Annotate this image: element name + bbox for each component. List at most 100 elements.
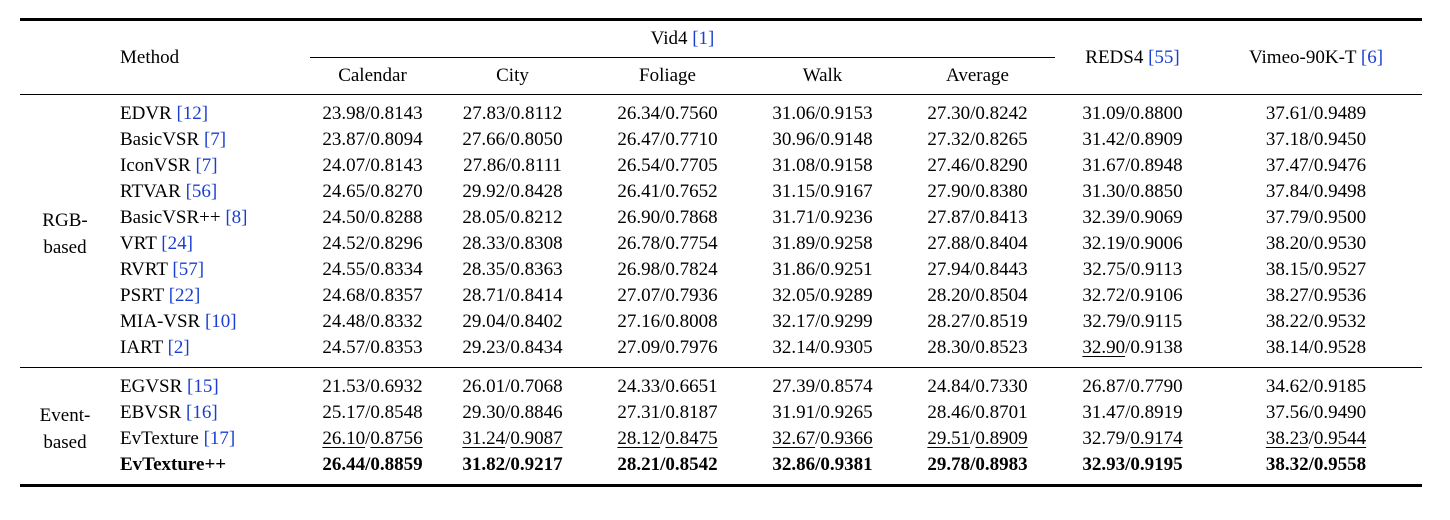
vimeo-citation[interactable]: [6] — [1360, 46, 1384, 68]
method-name-cell: EBVSR [16] — [110, 400, 310, 426]
metric-value: 32.17/0.9299 — [772, 311, 873, 332]
metric-cell: 27.94/0.8443 — [900, 257, 1055, 283]
method-name: BasicVSR++ — [120, 207, 221, 228]
metric-cell: 31.67/0.8948 — [1055, 153, 1210, 179]
comparison-table: Method Vid4 [1] REDS4 [55] Vimeo-90K-T [… — [20, 18, 1423, 487]
metric-cell: 27.32/0.8265 — [900, 127, 1055, 153]
metric-value: 32.67/0.9366 — [772, 428, 873, 449]
vid4-subcol-foliage: Foliage — [590, 57, 745, 95]
metric-value: 31.71/0.9236 — [772, 207, 873, 228]
metric-value: 28.21/0.8542 — [617, 454, 718, 475]
metric-cell: 29.78/0.8983 — [900, 452, 1055, 486]
metric-cell: 26.47/0.7710 — [590, 127, 745, 153]
metric-value: 32.93/0.9195 — [1082, 454, 1183, 475]
metric-value: 27.90/0.8380 — [927, 181, 1028, 202]
metric-cell: 32.75/0.9113 — [1055, 257, 1210, 283]
metric-cell: 31.82/0.9217 — [435, 452, 590, 486]
metric-value: 38.15/0.9527 — [1265, 259, 1367, 280]
table-row: BasicVSR [7] 23.87/0.8094 27.66/0.8050 26.4… — [20, 127, 1422, 153]
method-citation[interactable]: [12] — [176, 103, 209, 124]
metric-value: 32.05/0.9289 — [772, 285, 873, 306]
metric-cell: 32.72/0.9106 — [1055, 283, 1210, 309]
reds4-label: REDS4 — [1085, 46, 1144, 68]
metric-cell: 32.14/0.9305 — [745, 335, 900, 368]
method-name-cell: PSRT [22] — [110, 283, 310, 309]
method-citation[interactable]: [2] — [167, 337, 190, 358]
metric-cell: 31.89/0.9258 — [745, 231, 900, 257]
metric-cell: 34.62/0.9185 — [1210, 368, 1422, 401]
metric-cell: 38.27/0.9536 — [1210, 283, 1422, 309]
group-label-line1: RGB- — [42, 210, 88, 231]
metric-value: 34.62/0.9185 — [1265, 376, 1367, 397]
metric-value: 31.42/0.8909 — [1082, 129, 1183, 150]
metric-value: 38.32/0.9558 — [1265, 454, 1367, 475]
metric-cell: 31.91/0.9265 — [745, 400, 900, 426]
vid4-label: Vid4 — [650, 28, 688, 49]
metric-value: 30.96/0.9148 — [772, 129, 873, 150]
table-row: PSRT [22] 24.68/0.8357 28.71/0.8414 27.07/0… — [20, 283, 1422, 309]
method-citation[interactable]: [24] — [161, 233, 193, 254]
metric-cell: 37.61/0.9489 — [1210, 95, 1422, 128]
metric-cell: 31.06/0.9153 — [745, 95, 900, 128]
metric-value: 29.78/0.8983 — [927, 454, 1028, 475]
metric-value: 38.14/0.9528 — [1265, 337, 1367, 358]
metric-value: 31.15/0.9167 — [772, 181, 873, 202]
metric-cell: 23.87/0.8094 — [310, 127, 435, 153]
metric-value: 31.89/0.9258 — [772, 233, 873, 254]
metric-cell: 28.46/0.8701 — [900, 400, 1055, 426]
method-name-cell: IART [2] — [110, 335, 310, 368]
metric-value: 27.30/0.8242 — [927, 103, 1028, 124]
metric-cell: 27.87/0.8413 — [900, 205, 1055, 231]
vid4-citation[interactable]: [1] — [692, 28, 715, 49]
reds4-citation[interactable]: [55] — [1148, 46, 1180, 68]
table-row: RVRT [57] 24.55/0.8334 28.35/0.8363 26.98/0… — [20, 257, 1422, 283]
metric-cell: 37.47/0.9476 — [1210, 153, 1422, 179]
metric-value: 24.50/0.8288 — [322, 207, 423, 228]
method-citation[interactable]: [22] — [168, 285, 201, 306]
method-citation[interactable]: [8] — [225, 207, 248, 228]
metric-value: 24.55/0.8334 — [322, 259, 423, 280]
method-citation[interactable]: [56] — [185, 181, 218, 202]
table-row: MIA-VSR [10] 24.48/0.8332 29.04/0.8402 27.1… — [20, 309, 1422, 335]
metric-cell: 26.10/0.8756 — [310, 426, 435, 452]
metric-value: 31.47/0.8919 — [1082, 402, 1183, 423]
method-citation[interactable]: [15] — [187, 376, 219, 397]
metric-value: 38.22/0.9532 — [1265, 311, 1367, 332]
metric-value: 26.98/0.7824 — [617, 259, 718, 280]
method-citation[interactable]: [10] — [204, 311, 237, 332]
method-citation[interactable]: [17] — [203, 428, 236, 449]
metric-cell: 24.57/0.8353 — [310, 335, 435, 368]
method-citation[interactable]: [7] — [195, 155, 218, 176]
metric-value: 29.04/0.8402 — [462, 311, 563, 332]
table-row: Event-based EGVSR [15] 21.53/0.6932 26.01/0… — [20, 368, 1422, 453]
method-citation[interactable]: [16] — [186, 402, 218, 423]
method-header: Method — [110, 19, 310, 95]
metric-cell: 38.20/0.9530 — [1210, 231, 1422, 257]
metric-cell: 24.55/0.8334 — [310, 257, 435, 283]
metric-cell: 30.96/0.9148 — [745, 127, 900, 153]
metric-value: 32.79/0.9174 — [1082, 428, 1183, 449]
metric-cell: 37.56/0.9490 — [1210, 400, 1422, 426]
method-citation[interactable]: [7] — [203, 129, 227, 150]
metric-value: 26.54/0.7705 — [617, 155, 718, 176]
metric-cell: 31.86/0.9251 — [745, 257, 900, 283]
vid4-subcol-average: Average — [900, 57, 1056, 95]
method-name-cell: MIA-VSR [10] — [110, 309, 310, 335]
metric-value: 27.66/0.8050 — [462, 129, 563, 150]
metric-value: 26.47/0.7710 — [617, 129, 718, 150]
metric-cell: 37.79/0.9500 — [1210, 205, 1422, 231]
metric-cell: 37.18/0.9450 — [1210, 127, 1422, 153]
table-row: RTVAR [56] 24.65/0.8270 29.92/0.8428 26.41/… — [20, 179, 1422, 205]
metric-value: 28.27/0.8519 — [927, 311, 1028, 332]
metric-cell: 28.35/0.8363 — [435, 257, 590, 283]
metric-value: 24.68/0.8357 — [322, 285, 423, 306]
method-citation[interactable]: [57] — [172, 259, 205, 280]
metric-cell: 32.05/0.9289 — [745, 283, 900, 309]
metric-cell: 32.79/0.9174 — [1055, 426, 1210, 452]
method-name: IconVSR — [120, 155, 191, 176]
metric-value: 27.46/0.8290 — [927, 155, 1028, 176]
metric-value: 26.10/0.8756 — [322, 428, 423, 449]
metric-value: 27.83/0.8112 — [462, 103, 563, 124]
metric-cell: 31.09/0.8800 — [1055, 95, 1210, 128]
metric-cell: 28.12/0.8475 — [590, 426, 745, 452]
